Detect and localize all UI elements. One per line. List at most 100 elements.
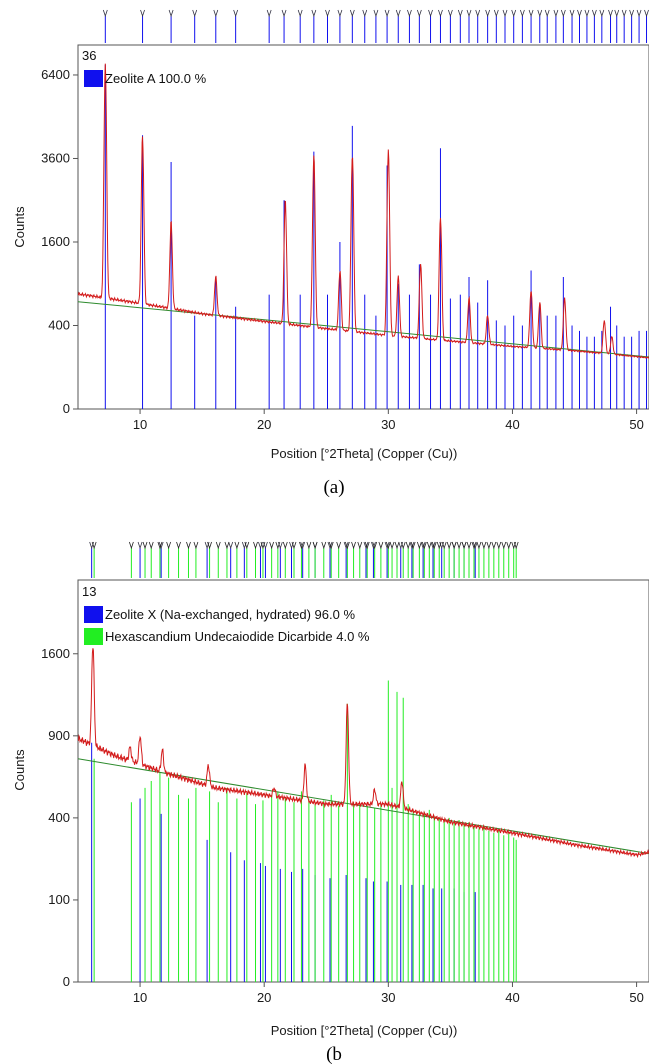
y-tick-label: 1600 — [41, 646, 70, 661]
reference-marker-head — [140, 9, 145, 18]
reference-marker-head — [234, 541, 240, 550]
legend-label: Zeolite X (Na-exchanged, hydrated) 96.0 … — [105, 607, 355, 622]
reference-marker-head — [407, 9, 412, 18]
reference-marker-head — [511, 9, 517, 18]
reference-marker-head — [384, 9, 390, 18]
panel-b-ylabel: Counts — [12, 749, 27, 791]
reference-marker-head — [560, 9, 566, 18]
panel-b: 0 100 400 900 1600 10 20 30 40 50 13 Zeolite X (… — [12, 541, 649, 1064]
panel-b-reference-marker-strip — [89, 541, 519, 578]
reference-marker-head — [142, 541, 148, 550]
x-tick-label: 40 — [505, 417, 519, 432]
panel-a-background-line — [77, 301, 649, 358]
reference-marker-head — [644, 9, 649, 18]
legend-label: Zeolite A 100.0 % — [105, 71, 207, 86]
panel-b-caption: (b — [326, 1044, 342, 1064]
reference-marker-head — [513, 541, 519, 550]
reference-marker-head — [186, 541, 191, 550]
reference-marker-head — [233, 9, 239, 18]
reference-marker-head — [312, 541, 318, 550]
reference-marker-head — [592, 9, 597, 18]
reference-marker-head — [501, 541, 507, 550]
reference-marker-head — [466, 9, 472, 18]
reference-marker-head — [91, 541, 97, 550]
reference-marker-head — [461, 541, 467, 550]
reference-marker-head — [496, 541, 502, 550]
reference-marker-head — [306, 541, 312, 550]
reference-marker-head — [193, 541, 199, 550]
reference-marker-head — [253, 541, 258, 550]
reference-marker-head — [457, 9, 463, 18]
legend-swatch — [84, 70, 103, 87]
reference-marker-head — [291, 541, 297, 550]
panel-b-y-axis-ticks: 0 100 400 900 1600 — [41, 646, 78, 989]
reference-marker-head — [438, 9, 443, 18]
reference-marker-head — [520, 9, 525, 18]
panel-a-corner-number: 36 — [82, 48, 96, 63]
reference-marker-head — [420, 541, 426, 550]
reference-marker-head — [228, 541, 234, 550]
legend-swatch — [84, 606, 103, 623]
y-tick-label: 400 — [48, 317, 70, 332]
x-tick-label: 20 — [257, 417, 271, 432]
x-tick-label: 40 — [505, 990, 519, 1005]
reference-marker-head — [281, 9, 287, 18]
panel-a: 0 400 1600 3600 6400 10 20 30 40 50 36 Zeolite A… — [12, 9, 649, 498]
reference-marker-head — [275, 541, 281, 550]
y-tick-label: 3600 — [41, 150, 70, 165]
x-tick-label: 50 — [629, 417, 643, 432]
reference-marker-head — [351, 541, 356, 550]
legend-label: Hexascandium Undecaiodide Dicarbide 4.0 … — [105, 629, 370, 644]
reference-marker-head — [569, 9, 575, 18]
reference-marker-head — [481, 541, 487, 550]
reference-marker-head — [405, 541, 411, 550]
reference-marker-head — [506, 541, 512, 550]
panel-a-reference-marker-strip — [102, 9, 649, 43]
reference-marker-head — [244, 541, 250, 550]
panel-b-xlabel: Position [°2Theta] (Copper (Cu)) — [271, 1023, 458, 1038]
panel-b-observed-pattern — [77, 648, 649, 859]
reference-marker-head — [528, 9, 534, 18]
panel-a-y-axis-ticks: 0 400 1600 3600 6400 — [41, 67, 78, 416]
reference-marker-head — [475, 9, 481, 18]
reference-marker-head — [466, 541, 472, 550]
reference-marker-head — [328, 541, 334, 550]
reference-marker-head — [166, 541, 171, 550]
x-tick-label: 50 — [629, 990, 643, 1005]
reference-marker-head — [213, 9, 219, 18]
reference-marker-head — [448, 9, 453, 18]
x-tick-label: 20 — [257, 990, 271, 1005]
reference-marker-head — [176, 541, 181, 550]
y-tick-label: 100 — [48, 892, 70, 907]
reference-marker-head — [297, 9, 303, 18]
reference-marker-head — [362, 9, 368, 18]
reference-marker-head — [148, 541, 154, 550]
reference-marker-head — [426, 541, 432, 550]
reference-marker-head — [544, 9, 550, 18]
reference-marker-head — [614, 9, 620, 18]
reference-marker-head — [389, 541, 395, 550]
reference-marker-head — [344, 541, 350, 550]
reference-marker-head — [378, 541, 384, 550]
reference-marker-head — [325, 9, 330, 18]
panel-b-reference-sticks — [91, 680, 517, 982]
y-tick-label: 1600 — [41, 234, 70, 249]
panel-a-x-axis-ticks: 10 20 30 40 50 — [133, 409, 644, 432]
reference-marker-head — [502, 9, 508, 18]
reference-marker-head — [486, 541, 492, 550]
reference-marker-head — [224, 541, 230, 550]
reference-marker-head — [372, 541, 378, 550]
reference-marker-head — [207, 541, 212, 550]
reference-marker-head — [537, 9, 543, 18]
reference-marker-head — [400, 541, 406, 550]
reference-marker-head — [311, 9, 317, 18]
reference-marker-head — [215, 541, 221, 550]
reference-marker-head — [436, 541, 442, 550]
y-tick-label: 900 — [48, 728, 70, 743]
reference-marker-head — [128, 541, 134, 550]
panel-b-x-axis-ticks: 10 20 30 40 50 — [133, 982, 644, 1005]
reference-marker-head — [336, 541, 342, 550]
reference-marker-head — [371, 541, 376, 550]
reference-marker-head — [373, 9, 379, 18]
